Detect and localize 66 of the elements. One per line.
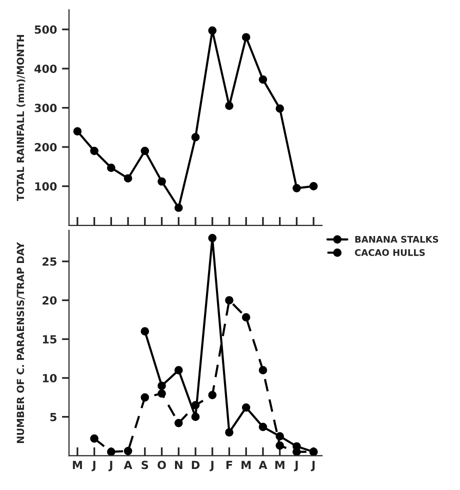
x-tick-label: M: [242, 460, 251, 470]
point: [174, 418, 183, 428]
point: [242, 33, 250, 42]
point: [107, 448, 116, 456]
y-tick-label: 25: [42, 257, 56, 266]
point: [225, 102, 234, 110]
x-tick-label: A: [258, 460, 268, 470]
point: [208, 390, 217, 400]
point: [276, 104, 284, 113]
x-tick-label: N: [175, 460, 182, 470]
point: [158, 389, 166, 398]
x-tick-label: J: [210, 460, 214, 472]
x-tick-label: J: [108, 460, 112, 472]
point: [140, 327, 150, 336]
point: [242, 403, 250, 412]
x-tick-label: O: [158, 460, 166, 470]
x-tick-label: J: [92, 460, 96, 472]
y-tick-label: 300: [34, 104, 57, 112]
point: [276, 441, 284, 450]
point: [107, 164, 116, 172]
y-tick-label: 15: [42, 335, 56, 344]
y-tick-label: 100: [35, 182, 57, 191]
x-tick-label: A: [124, 460, 132, 470]
point: [242, 313, 250, 322]
legend-label: CACAO HULLS: [354, 249, 425, 256]
point: [158, 177, 166, 186]
point: [124, 174, 132, 183]
point: [258, 75, 268, 84]
y-axis-title: TOTAL RAINFALL (mm)/MONTH: [16, 34, 26, 202]
point: [309, 448, 318, 456]
y-tick-label: 5: [50, 412, 56, 422]
point: [225, 296, 234, 304]
point: [90, 146, 98, 156]
point: [208, 234, 217, 242]
point: [208, 26, 217, 35]
y-tick-label: 20: [42, 296, 57, 305]
y-tick-label: 400: [34, 64, 57, 73]
point: [258, 422, 268, 432]
point: [124, 446, 132, 456]
point: [292, 184, 301, 192]
point: [140, 146, 150, 156]
point: [225, 428, 234, 437]
point: [140, 393, 150, 402]
x-tick-label: M: [275, 460, 284, 470]
point: [191, 133, 200, 142]
x-tick-label: M: [72, 460, 82, 470]
x-tick-label: D: [192, 460, 200, 470]
x-tick-label: J: [294, 460, 298, 472]
point: [73, 127, 82, 136]
point: [276, 432, 284, 440]
x-tick-label: J: [310, 460, 315, 472]
x-tick-label: F: [226, 460, 232, 470]
y-axis-title: NUMBER OF C. PARAENSIS/TRAP DAY: [16, 242, 25, 443]
point: [258, 366, 268, 374]
point: [309, 182, 318, 190]
y-tick-label: 10: [42, 374, 57, 382]
point: [174, 366, 183, 374]
legend-label: BANANA STALKS: [355, 236, 438, 243]
y-tick-label: 500: [34, 25, 57, 34]
point: [191, 412, 200, 422]
point: [174, 204, 183, 212]
point: [191, 401, 200, 410]
x-tick-label: S: [142, 460, 148, 470]
point: [158, 382, 166, 390]
point: [90, 434, 98, 443]
y-tick-label: 200: [34, 142, 57, 152]
